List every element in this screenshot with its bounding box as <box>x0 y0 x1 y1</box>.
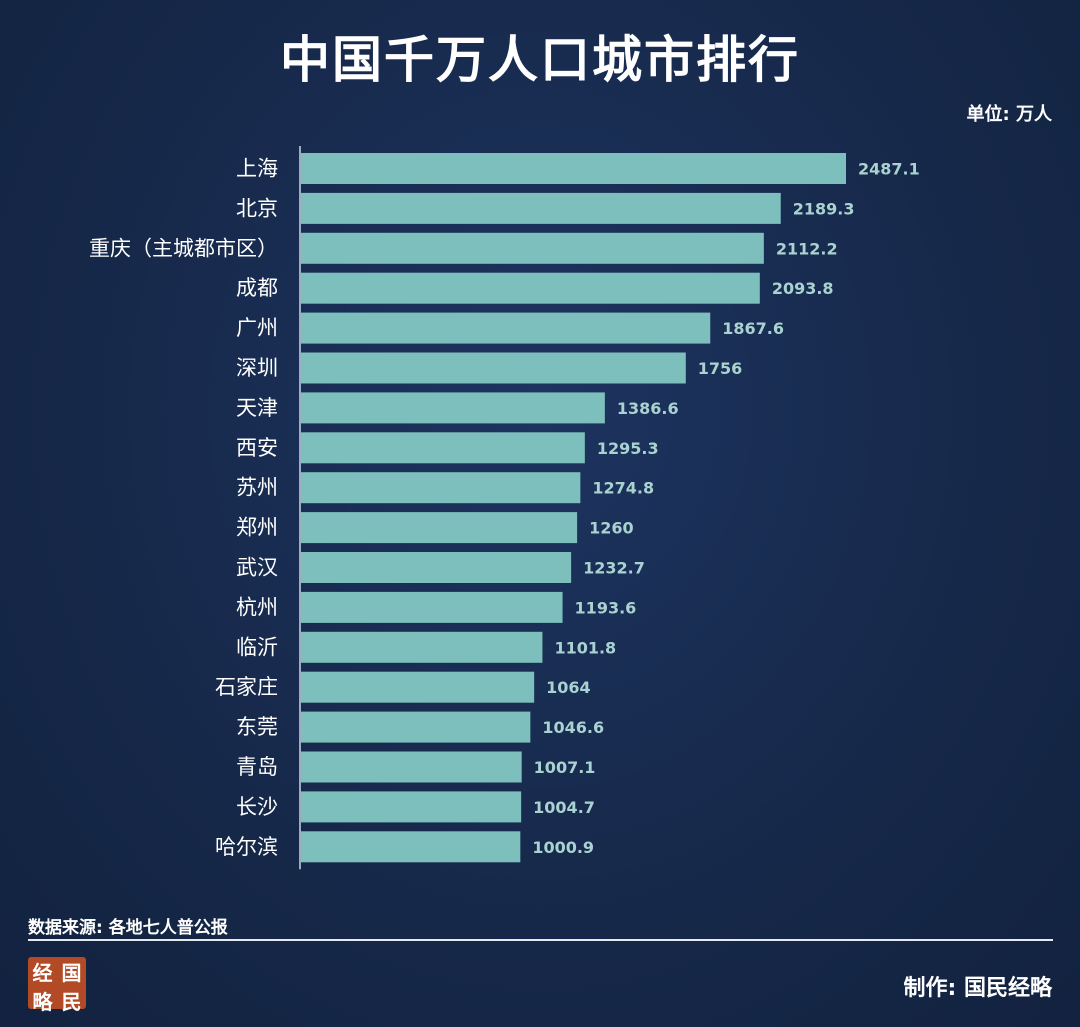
bar <box>301 392 605 424</box>
bar <box>301 671 535 703</box>
bar <box>301 751 522 783</box>
category-label: 成都 <box>236 276 278 300</box>
value-label: 2093.8 <box>772 279 834 298</box>
category-label: 哈尔滨 <box>215 835 278 859</box>
value-label: 1064 <box>546 678 591 697</box>
category-label: 重庆（主城都市区） <box>89 236 278 260</box>
category-label: 石家庄 <box>215 675 278 699</box>
category-label: 青岛 <box>236 755 278 779</box>
category-label: 杭州 <box>236 595 278 619</box>
value-label: 1274.8 <box>592 479 654 498</box>
category-label: 郑州 <box>236 516 278 540</box>
category-label: 北京 <box>236 196 278 220</box>
value-label: 1867.6 <box>722 319 784 338</box>
logo-char: 国 <box>61 961 82 985</box>
unit-label: 单位: 万人 <box>966 104 1052 125</box>
bar <box>301 791 522 823</box>
category-label: 长沙 <box>236 795 278 819</box>
bar <box>301 192 781 224</box>
value-label: 1000.9 <box>532 838 594 857</box>
value-label: 2112.2 <box>776 239 838 258</box>
data-source-note: 数据来源: 各地七人普公报 <box>28 918 228 938</box>
bar <box>301 153 846 184</box>
bar <box>301 432 585 464</box>
brand-logo: 经 国 略 民 <box>28 957 86 1014</box>
category-label: 西安 <box>236 436 278 460</box>
value-label: 2189.3 <box>793 199 855 218</box>
category-label: 武汉 <box>236 556 278 580</box>
value-label: 1004.7 <box>533 798 595 817</box>
value-label: 1101.8 <box>554 638 616 657</box>
category-label: 东莞 <box>236 715 278 739</box>
category-label: 天津 <box>236 396 278 420</box>
value-label: 1386.6 <box>617 399 679 418</box>
bar <box>301 232 764 264</box>
bar <box>301 352 686 384</box>
bar <box>301 272 760 304</box>
value-label: 1193.6 <box>575 598 637 617</box>
chart-title: 中国千万人口城市排行 <box>280 31 800 89</box>
bar <box>301 552 572 583</box>
bar <box>301 711 531 743</box>
value-label: 1007.1 <box>534 758 596 777</box>
category-label: 广州 <box>236 316 278 340</box>
category-label: 上海 <box>236 157 278 181</box>
category-label: 深圳 <box>236 356 278 380</box>
bar <box>301 831 521 863</box>
bar <box>301 591 563 623</box>
value-label: 1260 <box>589 519 634 538</box>
bar <box>301 472 581 504</box>
value-label: 1756 <box>698 359 743 378</box>
bar <box>301 512 578 544</box>
bar <box>301 312 711 344</box>
maker-credit: 制作: 国民经略 <box>903 976 1052 1001</box>
footer-divider <box>28 939 1053 941</box>
logo-char: 民 <box>61 990 82 1014</box>
value-label: 1232.7 <box>583 559 645 578</box>
value-label: 1046.6 <box>542 718 604 737</box>
bar <box>301 631 543 663</box>
bar-chart: 上海 2487.1 北京 2189.3 重庆（主城都市区） 2112.2 成都 2093.8 广… <box>89 146 920 870</box>
category-label: 苏州 <box>236 476 278 500</box>
category-label: 临沂 <box>236 635 278 659</box>
value-label: 2487.1 <box>858 160 920 179</box>
logo-char: 经 <box>32 961 53 985</box>
value-label: 1295.3 <box>597 439 659 458</box>
logo-char: 略 <box>32 990 53 1014</box>
